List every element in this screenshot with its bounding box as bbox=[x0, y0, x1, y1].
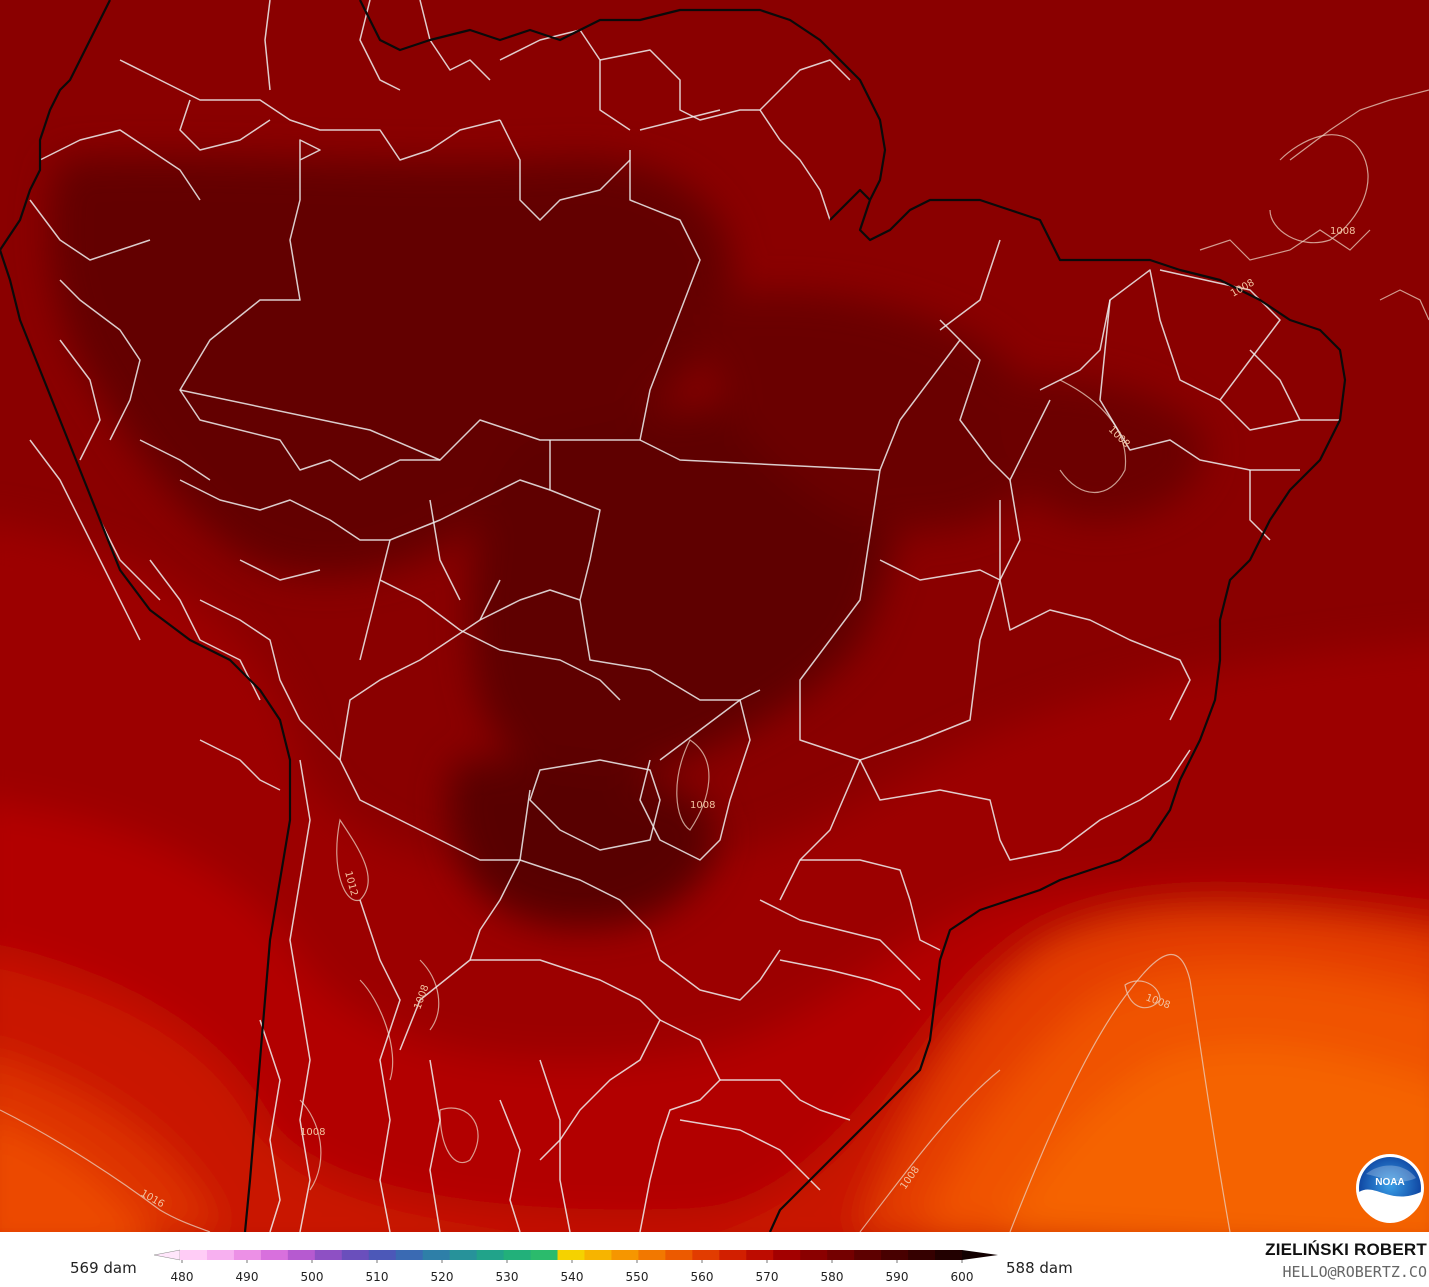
colorbar-cell bbox=[692, 1250, 720, 1260]
colorbar-cell bbox=[314, 1250, 343, 1260]
colorbar-cell bbox=[422, 1250, 451, 1260]
colorbar-cell bbox=[719, 1250, 747, 1260]
noaa-logo-text: NOAA bbox=[1375, 1177, 1404, 1188]
colorbar-cell bbox=[557, 1250, 585, 1260]
colorbar-cell bbox=[341, 1250, 370, 1260]
author-email: HELLO@ROBERTZ.CO bbox=[1282, 1263, 1428, 1281]
coastline bbox=[0, 0, 1347, 1232]
colorbar-cell bbox=[611, 1250, 639, 1260]
colorbar-cell bbox=[638, 1250, 666, 1260]
colorbar-cell bbox=[368, 1250, 397, 1260]
colorbar-cell bbox=[206, 1250, 235, 1260]
colorbar-tick-label: 590 bbox=[886, 1270, 909, 1284]
colorbar: 480 490 500 510 520 530 540 550 560 570 580 590 600 bbox=[153, 1249, 998, 1284]
colorbar-tick-label: 520 bbox=[431, 1270, 454, 1284]
colorbar-cell bbox=[287, 1250, 316, 1260]
colorbar-cell bbox=[503, 1250, 532, 1260]
noaa-logo: NOAA bbox=[1356, 1154, 1424, 1223]
colorbar-tick-label: 550 bbox=[626, 1270, 649, 1284]
colorbar-tick-label: 580 bbox=[821, 1270, 844, 1284]
colorbar-cell bbox=[854, 1250, 882, 1260]
colorbar-cell bbox=[233, 1250, 262, 1260]
colorbar-tick-label: 510 bbox=[366, 1270, 389, 1284]
colorbar-cell bbox=[746, 1250, 774, 1260]
colorbar-cell bbox=[180, 1250, 208, 1260]
colorbar-tick-label: 480 bbox=[171, 1270, 194, 1284]
colorbar-tick-label: 500 bbox=[301, 1270, 324, 1284]
colorbar-high-extend bbox=[962, 1250, 998, 1260]
colorbar-tick-label: 490 bbox=[236, 1270, 259, 1284]
colorbar-cell bbox=[935, 1250, 963, 1260]
state-borders bbox=[29, 0, 1340, 1232]
contour-label: 1008 bbox=[690, 800, 715, 811]
colorbar-cell bbox=[773, 1250, 801, 1260]
colorbar-low-extend bbox=[153, 1249, 181, 1261]
colorbar-tick-label: 530 bbox=[496, 1270, 519, 1284]
colorbar-tick-label: 570 bbox=[756, 1270, 779, 1284]
colorbar-tick-label: 600 bbox=[951, 1270, 974, 1284]
colorbar-cell bbox=[800, 1250, 828, 1260]
colorbar-cell bbox=[449, 1250, 478, 1260]
colorbar-cell bbox=[827, 1250, 855, 1260]
colorbar-cell bbox=[665, 1250, 693, 1260]
colorbar-cell bbox=[530, 1250, 559, 1260]
colorbar-tick-label: 540 bbox=[561, 1270, 584, 1284]
legend-area: 569 dam 480 490 500 510 520 530 540 550 560 570 58… bbox=[0, 1232, 1429, 1287]
colorbar-cell bbox=[584, 1250, 612, 1260]
colorbar-cell bbox=[476, 1250, 505, 1260]
height-field bbox=[0, 0, 1429, 1232]
colorbar-cell bbox=[395, 1250, 424, 1260]
contour-label: 1008 bbox=[300, 1127, 325, 1138]
colorbar-cell bbox=[908, 1250, 936, 1260]
colorbar-cell bbox=[881, 1250, 909, 1260]
author-credit: ZIELIŃSKI ROBERT bbox=[1265, 1240, 1427, 1259]
colorbar-cell bbox=[260, 1250, 289, 1260]
contour-label: 1008 bbox=[1330, 226, 1355, 237]
colorbar-min-label: 569 dam bbox=[70, 1259, 137, 1277]
forecast-map: 1008 1008 1008 1008 1008 1008 1012 1016 … bbox=[0, 0, 1429, 1232]
colorbar-tick-label: 560 bbox=[691, 1270, 714, 1284]
pressure-contours bbox=[0, 89, 1429, 1232]
colorbar-max-label: 588 dam bbox=[1006, 1259, 1073, 1277]
